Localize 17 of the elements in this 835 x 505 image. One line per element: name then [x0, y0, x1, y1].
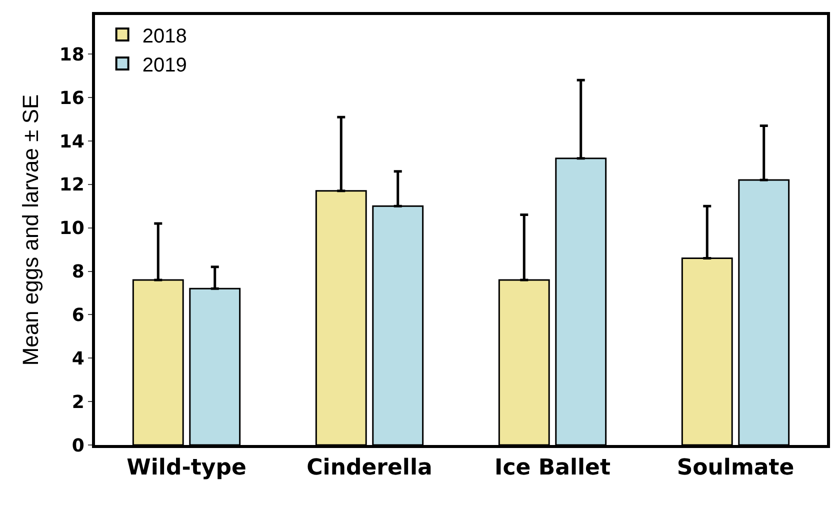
y-tick-label: 10: [59, 218, 84, 240]
legend-label: 2019: [142, 54, 187, 76]
y-tick-label: 2: [72, 392, 84, 413]
x-tick-label: Ice Ballet: [494, 455, 611, 480]
y-tick-label: 6: [72, 305, 84, 326]
x-tick-label: Wild-type: [126, 455, 246, 480]
legend-label: 2018: [142, 25, 187, 48]
y-tick-label: 12: [59, 174, 84, 196]
y-tick-label: 18: [59, 44, 84, 66]
y-tick-label: 4: [72, 348, 84, 370]
x-tick-label: Cinderella: [306, 455, 432, 480]
y-tick-label: 14: [59, 131, 84, 152]
y-tick-label: 8: [72, 262, 84, 283]
y-tick-label: 16: [59, 88, 84, 109]
y-axis-title: Mean eggs and larvae ± SE: [18, 94, 44, 366]
x-tick-label: Soulmate: [676, 455, 794, 480]
y-tick-label: 0: [72, 435, 84, 456]
